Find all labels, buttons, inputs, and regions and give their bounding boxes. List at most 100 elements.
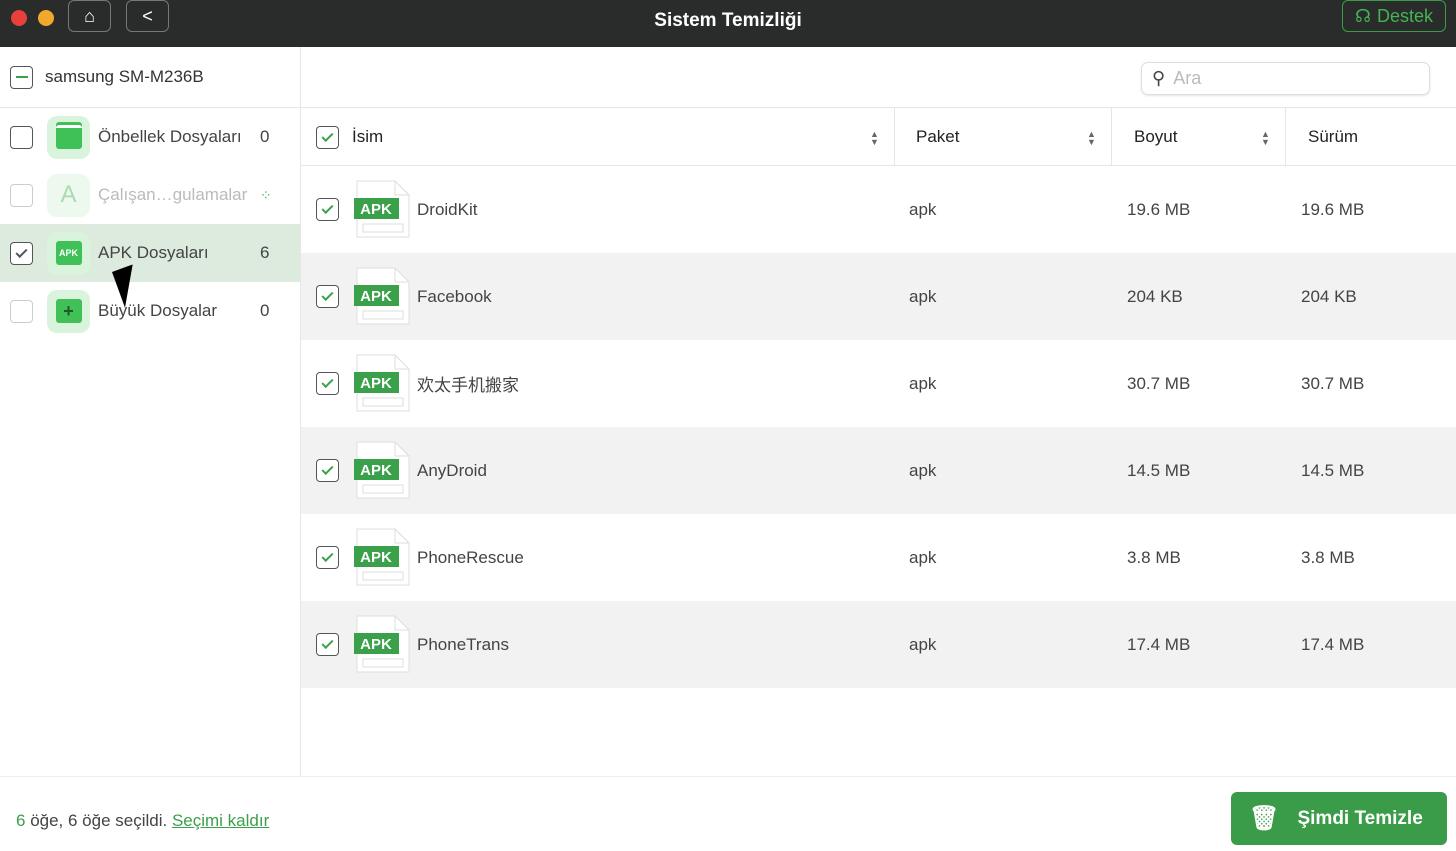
support-button[interactable]: ☊ Destek bbox=[1342, 0, 1446, 32]
file-version: 204 KB bbox=[1301, 286, 1357, 306]
file-version: 30.7 MB bbox=[1301, 373, 1365, 393]
apk-file-icon: APK bbox=[354, 615, 410, 673]
table-row[interactable]: APK DroidKit apk 19.6 MB 19.6 MB bbox=[301, 166, 1456, 253]
file-package: apk bbox=[909, 373, 937, 393]
file-name: DroidKit bbox=[417, 199, 478, 219]
sidebar-item-label: Çalışan…gulamalar bbox=[98, 185, 248, 204]
large-file-icon: + bbox=[47, 289, 90, 333]
file-name: Facebook bbox=[417, 286, 492, 306]
file-version: 17.4 MB bbox=[1301, 634, 1365, 654]
table-row[interactable]: APK AnyDroid apk 14.5 MB 14.5 MB bbox=[301, 427, 1456, 514]
file-name: AnyDroid bbox=[417, 460, 487, 480]
sidebar: samsung SM-M236B Önbellek Dosyaları 0 A … bbox=[0, 47, 301, 776]
title-bar: ⌂ < Sistem Temizliği ☊ Destek bbox=[0, 0, 1456, 47]
file-version: 3.8 MB bbox=[1301, 547, 1355, 567]
file-size: 14.5 MB bbox=[1127, 460, 1191, 480]
apk-file-icon: APK bbox=[354, 267, 410, 325]
apk-file-icon: APK bbox=[354, 354, 410, 412]
column-package[interactable]: Paket bbox=[916, 127, 960, 146]
close-window-button[interactable] bbox=[11, 10, 27, 26]
row-checkbox[interactable] bbox=[316, 601, 339, 688]
footer: 6 öğe, 6 öğe seçildi. Seçimi kaldır 🗑 Şi… bbox=[0, 776, 1456, 851]
row-checkbox[interactable] bbox=[316, 253, 339, 340]
column-name[interactable]: İsim bbox=[352, 127, 384, 146]
sidebar-item-count: 0 bbox=[260, 301, 270, 320]
row-checkbox[interactable] bbox=[316, 340, 339, 427]
deselect-link[interactable]: Seçimi kaldır bbox=[171, 811, 270, 830]
file-size: 30.7 MB bbox=[1127, 373, 1191, 393]
file-size: 204 KB bbox=[1127, 286, 1183, 306]
row-checkbox[interactable] bbox=[316, 166, 339, 253]
table-header: İsim ▲ ▼ Paket ▲ ▼ Boyut ▲ ▼ Sürüm bbox=[301, 108, 1456, 166]
sidebar-item-apk-files[interactable]: APK APK Dosyaları 6 bbox=[0, 224, 300, 282]
chevron-left-icon: < bbox=[142, 5, 153, 26]
file-package: apk bbox=[909, 286, 937, 306]
table-row[interactable]: APK PhoneRescue apk 3.8 MB 3.8 MB bbox=[301, 514, 1456, 601]
headset-icon: ☊ bbox=[1354, 5, 1371, 26]
trash-icon: 🗑 bbox=[1249, 805, 1280, 832]
table-row[interactable]: APK 欢太手机搬家 apk 30.7 MB 30.7 MB bbox=[301, 340, 1456, 427]
clean-now-button[interactable]: 🗑 Şimdi Temizle bbox=[1231, 792, 1447, 845]
sidebar-item-cache[interactable]: Önbellek Dosyaları 0 bbox=[0, 108, 300, 166]
device-name: samsung SM-M236B bbox=[45, 67, 204, 86]
svg-text:APK: APK bbox=[360, 288, 392, 305]
device-checkbox[interactable] bbox=[10, 65, 33, 89]
apk-file-icon: APK bbox=[354, 180, 410, 238]
svg-text:APK: APK bbox=[360, 201, 392, 218]
back-button[interactable]: < bbox=[126, 0, 169, 32]
search-placeholder: Ara bbox=[1173, 68, 1202, 88]
table-row[interactable]: APK Facebook apk 204 KB 204 KB bbox=[301, 253, 1456, 340]
table-body: APK DroidKit apk 19.6 MB 19.6 MB APK Fac… bbox=[301, 166, 1456, 688]
file-package: apk bbox=[909, 460, 937, 480]
checkbox[interactable] bbox=[10, 125, 33, 149]
loading-spinner-icon: ⁘ bbox=[260, 186, 272, 203]
file-name: PhoneTrans bbox=[417, 634, 509, 654]
search-input[interactable]: ⚲ Ara bbox=[1141, 62, 1430, 95]
file-version: 14.5 MB bbox=[1301, 460, 1365, 480]
column-size[interactable]: Boyut bbox=[1134, 127, 1178, 146]
apk-file-icon: APK bbox=[354, 441, 410, 499]
apk-file-icon: APK bbox=[354, 528, 410, 586]
main-panel: ⚲ Ara İsim ▲ ▼ Paket ▲ ▼ Boyut ▲ ▼ Sürüm AP… bbox=[301, 47, 1456, 776]
cache-icon bbox=[47, 115, 90, 159]
file-size: 19.6 MB bbox=[1127, 199, 1191, 219]
minimize-window-button[interactable] bbox=[38, 10, 54, 26]
checkbox[interactable] bbox=[10, 183, 33, 207]
column-version[interactable]: Sürüm bbox=[1308, 127, 1359, 146]
svg-text:APK: APK bbox=[360, 462, 392, 479]
checkbox[interactable] bbox=[10, 241, 33, 265]
item-count: 6 bbox=[16, 811, 26, 830]
support-label: Destek bbox=[1376, 5, 1434, 26]
window-title: Sistem Temizliği bbox=[654, 10, 802, 31]
row-checkbox[interactable] bbox=[316, 427, 339, 514]
clean-now-label: Şimdi Temizle bbox=[1297, 807, 1423, 829]
sort-icon[interactable]: ▲ ▼ bbox=[1261, 129, 1270, 147]
file-package: apk bbox=[909, 634, 937, 654]
sidebar-item-count: 0 bbox=[260, 127, 270, 146]
select-all-checkbox[interactable] bbox=[316, 108, 339, 166]
sidebar-item-label: APK Dosyaları bbox=[98, 243, 209, 262]
sort-icon[interactable]: ▲ ▼ bbox=[1087, 129, 1096, 147]
sidebar-item-running-apps[interactable]: A Çalışan…gulamalar ⁘ bbox=[0, 166, 300, 224]
file-name: PhoneRescue bbox=[417, 547, 524, 567]
sort-icon[interactable]: ▲ ▼ bbox=[870, 129, 879, 147]
sidebar-item-large-files[interactable]: + Büyük Dosyalar 0 bbox=[0, 282, 300, 340]
home-icon: ⌂ bbox=[84, 5, 95, 26]
file-size: 3.8 MB bbox=[1127, 547, 1181, 567]
search-icon: ⚲ bbox=[1152, 68, 1166, 88]
file-version: 19.6 MB bbox=[1301, 199, 1365, 219]
device-row[interactable]: samsung SM-M236B bbox=[0, 47, 300, 108]
row-checkbox[interactable] bbox=[316, 514, 339, 601]
sidebar-item-count: 6 bbox=[260, 243, 270, 262]
file-size: 17.4 MB bbox=[1127, 634, 1191, 654]
sidebar-item-label: Önbellek Dosyaları bbox=[98, 127, 242, 146]
file-package: apk bbox=[909, 199, 937, 219]
file-package: apk bbox=[909, 547, 937, 567]
svg-text:APK: APK bbox=[360, 549, 392, 566]
table-row[interactable]: APK PhoneTrans apk 17.4 MB 17.4 MB bbox=[301, 601, 1456, 688]
checkbox[interactable] bbox=[10, 299, 33, 323]
home-button[interactable]: ⌂ bbox=[68, 0, 111, 32]
status-text: öğe, 6 öğe seçildi. bbox=[25, 811, 172, 830]
svg-text:APK: APK bbox=[360, 375, 392, 392]
file-name: 欢太手机搬家 bbox=[417, 376, 519, 395]
